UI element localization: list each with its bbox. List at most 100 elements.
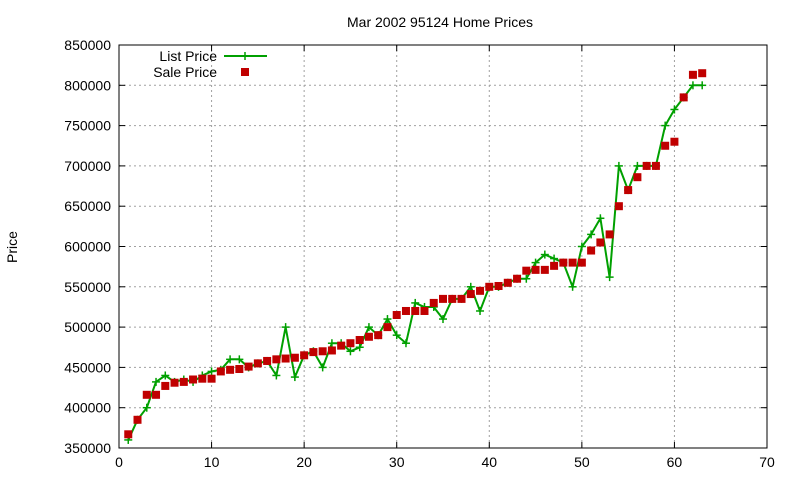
- data-point: [494, 281, 503, 290]
- y-tick-label: 450000: [64, 359, 111, 375]
- data-point: [346, 347, 355, 356]
- data-point: [152, 377, 161, 386]
- data-point: [124, 430, 133, 439]
- data-point: [550, 254, 559, 263]
- y-tick-label: 350000: [64, 440, 111, 456]
- data-point: [327, 346, 336, 355]
- chart-title: Mar 2002 95124 Home Prices: [347, 14, 533, 30]
- x-tick-label: 70: [759, 454, 775, 470]
- data-point: [522, 274, 531, 283]
- data-point: [142, 403, 151, 412]
- data-point: [642, 161, 651, 170]
- data-point: [401, 339, 410, 348]
- data-point: [161, 371, 170, 380]
- data-point: [281, 354, 290, 363]
- data-point: [420, 306, 429, 315]
- y-tick-label: 550000: [64, 279, 111, 295]
- data-point: [624, 186, 633, 195]
- data-point: [364, 332, 373, 341]
- x-tick-label: 10: [204, 454, 220, 470]
- data-point: [457, 294, 466, 303]
- data-point: [550, 261, 559, 270]
- data-point: [244, 362, 253, 371]
- data-point: [513, 274, 522, 283]
- data-point: [531, 258, 540, 267]
- data-point: [476, 306, 485, 315]
- data-point: [633, 161, 642, 170]
- data-point: [522, 266, 531, 275]
- y-tick-label: 750000: [64, 118, 111, 134]
- data-point: [226, 365, 235, 374]
- y-tick-label: 850000: [64, 37, 111, 53]
- data-point: [152, 390, 161, 399]
- tick-layer: 0 10 20 30 40 50 60 70 350000 400000 450000 500000 5…: [64, 37, 775, 470]
- data-point: [596, 238, 605, 247]
- series-layer: [124, 69, 707, 444]
- legend-label: Sale Price: [153, 64, 217, 80]
- legend-marker: [241, 68, 249, 76]
- data-point: [540, 250, 549, 259]
- data-point: [605, 273, 614, 282]
- data-point: [327, 339, 336, 348]
- data-point: [281, 323, 290, 332]
- data-point: [698, 81, 707, 90]
- data-point: [364, 323, 373, 332]
- data-point: [392, 311, 401, 320]
- data-point: [318, 347, 327, 356]
- x-tick-label: 40: [481, 454, 497, 470]
- data-point: [476, 286, 485, 295]
- data-point: [207, 374, 216, 383]
- data-point: [198, 374, 207, 383]
- data-point: [614, 202, 623, 211]
- data-point: [466, 282, 475, 291]
- data-point: [411, 298, 420, 307]
- x-tick-label: 20: [296, 454, 312, 470]
- data-point: [263, 356, 272, 365]
- data-point: [429, 298, 438, 307]
- data-point: [207, 367, 216, 376]
- x-tick-label: 50: [574, 454, 590, 470]
- data-point: [290, 373, 299, 382]
- data-point: [374, 331, 383, 340]
- data-point: [226, 355, 235, 364]
- data-point: [587, 246, 596, 255]
- x-tick-label: 0: [115, 454, 123, 470]
- data-point: [577, 258, 586, 267]
- data-point: [355, 343, 364, 352]
- data-point: [466, 290, 475, 299]
- y-tick-label: 700000: [64, 158, 111, 174]
- data-point: [439, 315, 447, 324]
- data-point: [235, 355, 244, 364]
- data-point: [318, 363, 327, 372]
- data-point: [633, 173, 642, 182]
- data-point: [439, 294, 447, 303]
- x-tick-label: 60: [667, 454, 683, 470]
- legend-label: List Price: [159, 48, 217, 64]
- data-point: [300, 351, 309, 360]
- data-point: [661, 121, 670, 130]
- x-tick-label: 30: [389, 454, 405, 470]
- data-point: [577, 242, 586, 251]
- data-point: [559, 258, 568, 267]
- legend-marker: [241, 52, 249, 60]
- data-point: [448, 294, 457, 303]
- data-point: [614, 161, 623, 170]
- data-point: [142, 390, 151, 399]
- series-1: [124, 69, 707, 439]
- data-point: [540, 265, 549, 274]
- data-point: [290, 353, 299, 362]
- data-point: [661, 141, 670, 150]
- data-point: [401, 306, 410, 315]
- data-point: [688, 81, 697, 90]
- data-point: [485, 282, 494, 291]
- data-point: [503, 278, 512, 287]
- data-point: [670, 105, 679, 114]
- data-point: [272, 355, 281, 364]
- data-point: [216, 367, 225, 376]
- data-point: [392, 331, 401, 340]
- data-point: [596, 214, 605, 223]
